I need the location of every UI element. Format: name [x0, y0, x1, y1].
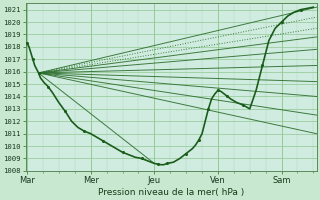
X-axis label: Pression niveau de la mer( hPa ): Pression niveau de la mer( hPa ) — [98, 188, 244, 197]
